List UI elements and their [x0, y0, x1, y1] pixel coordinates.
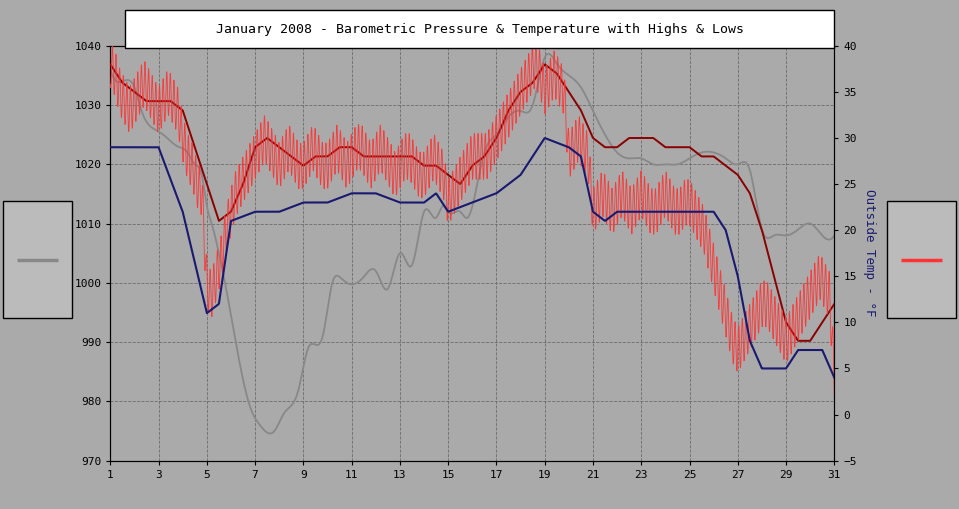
- FancyBboxPatch shape: [887, 201, 956, 318]
- Text: January 2008 - Barometric Pressure & Temperature with Highs & Lows: January 2008 - Barometric Pressure & Tem…: [216, 23, 743, 36]
- Y-axis label: Outside Temp - °F: Outside Temp - °F: [863, 189, 877, 317]
- FancyBboxPatch shape: [125, 10, 834, 48]
- Y-axis label: Barometer - mb: Barometer - mb: [56, 201, 69, 306]
- FancyBboxPatch shape: [3, 201, 72, 318]
